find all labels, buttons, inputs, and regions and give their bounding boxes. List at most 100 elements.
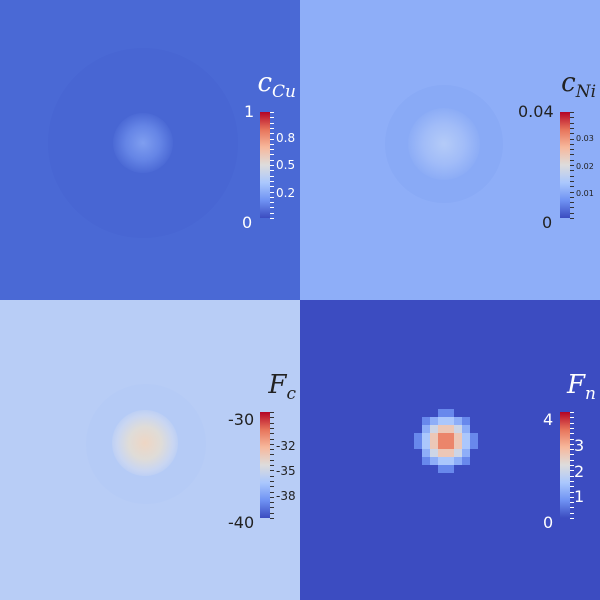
heatmap-cell: [462, 433, 470, 441]
colorbar-tick: [570, 154, 574, 156]
colorbar-title: cCu: [257, 68, 296, 102]
colorbar-tick: [570, 196, 574, 198]
colorbar-tick: [570, 465, 574, 466]
colorbar-tick: [270, 143, 274, 145]
colorbar-title: Fn: [567, 370, 596, 404]
heatmap-cell: [438, 457, 446, 465]
colorbar-tick: [270, 496, 274, 498]
heatmap-cell: [454, 441, 462, 449]
colorbar-tick: [270, 454, 274, 456]
tick-label: 0.2: [276, 186, 296, 200]
heatmap-cell: [430, 425, 438, 433]
colorbar-tick: [570, 454, 574, 456]
colorbar-tick: [570, 207, 574, 209]
colorbar-tick: [270, 443, 274, 445]
heatmap-cell: [438, 465, 446, 473]
colorbar-tick: [270, 112, 274, 113]
concentration-spot: [113, 113, 173, 173]
colorbar-tick: [570, 438, 574, 440]
tick-label: -35: [276, 464, 296, 478]
colorbar-tick: [570, 149, 574, 151]
heatmap-cell: [414, 433, 422, 441]
colorbar-tick: [270, 417, 274, 419]
heatmap-cell: [422, 433, 430, 441]
heatmap-cell: [438, 417, 446, 425]
heatmap-cell: [430, 457, 438, 465]
colorbar-tick: [570, 138, 574, 140]
colorbar-tick: [270, 427, 274, 429]
heatmap-cell: [422, 441, 430, 449]
colorbar-tick: [570, 480, 574, 482]
colorbar-tick: [570, 112, 574, 113]
colorbar-tick: [270, 491, 274, 493]
colorbar: [560, 112, 570, 218]
panel-f-n: Fn 4 3 2 1 0: [300, 300, 600, 600]
colorbar-tick: [270, 449, 274, 451]
colorbar-tick: [270, 196, 274, 198]
concentration-spot: [408, 108, 480, 180]
heatmap-cell: [430, 417, 438, 425]
heatmap-cell: [414, 441, 422, 449]
colorbar-tick: [270, 475, 274, 477]
heatmap-cell: [438, 409, 446, 417]
heatmap-cell: [438, 449, 446, 457]
colorbar-tick: [270, 512, 274, 514]
tick-max: 1: [244, 102, 255, 121]
colorbar-tick: [570, 127, 574, 129]
colorbar-tick: [570, 143, 574, 145]
colorbar-tick: [270, 117, 274, 119]
colorbar-tick: [570, 212, 574, 214]
tick-max: -30: [228, 410, 255, 429]
colorbar-tick: [570, 443, 574, 445]
colorbar-tick: [270, 486, 274, 488]
heatmap-cell: [446, 417, 454, 425]
colorbar-tick: [270, 165, 274, 166]
colorbar-tick: [270, 122, 274, 124]
heatmap-cell: [462, 417, 470, 425]
heatmap-cell: [446, 449, 454, 457]
heatmap-cell: [462, 425, 470, 433]
panel-c-cu: cCu 1 0.8 0.5 0.2 0: [0, 0, 300, 300]
colorbar-tick: [270, 507, 274, 509]
tick-label: 0.02: [576, 162, 594, 171]
colorbar-tick: [570, 496, 574, 498]
heatmap-cell: [454, 457, 462, 465]
colorbar-tick: [270, 518, 274, 519]
colorbar-tick: [270, 422, 274, 424]
colorbar-tick: [270, 133, 274, 135]
colorbar-tick: [270, 149, 274, 151]
heatmap-cell: [446, 457, 454, 465]
colorbar-tick: [570, 180, 574, 182]
heatmap-cell: [422, 457, 430, 465]
colorbar-tick: [570, 518, 574, 519]
heatmap-cell: [430, 433, 438, 441]
colorbar-tick: [570, 412, 574, 413]
colorbar-tick: [270, 138, 274, 140]
panel-f-c: Fc -30 -32 -35 -38 -40: [0, 300, 300, 600]
heatmap-cell: [470, 433, 478, 441]
heatmap-cell: [462, 441, 470, 449]
colorbar-tick: [570, 122, 574, 124]
colorbar-tick: [570, 433, 574, 435]
tick-label: 0.03: [576, 134, 594, 143]
tick-label: 0.5: [276, 158, 296, 172]
colorbar-title: Fc: [268, 370, 296, 404]
colorbar-tick: [270, 212, 274, 214]
colorbar-tick: [570, 475, 574, 477]
colorbar-tick: [570, 186, 574, 188]
heatmap-cell: [438, 425, 446, 433]
heatmap-cell: [446, 465, 454, 473]
heatmap-cell: [454, 449, 462, 457]
heatmap-cell: [462, 449, 470, 457]
colorbar-tick: [570, 133, 574, 135]
colorbar-tick: [270, 433, 274, 435]
colorbar-tick: [270, 180, 274, 182]
heatmap-cell: [438, 441, 446, 449]
tick-label: 1: [574, 487, 585, 506]
colorbar-tick: [270, 202, 274, 204]
colorbar-tick: [570, 422, 574, 424]
colorbar-tick: [270, 480, 274, 482]
tick-max: 0.04: [518, 102, 554, 121]
colorbar-tick: [270, 412, 274, 413]
tick-max: 4: [543, 410, 554, 429]
